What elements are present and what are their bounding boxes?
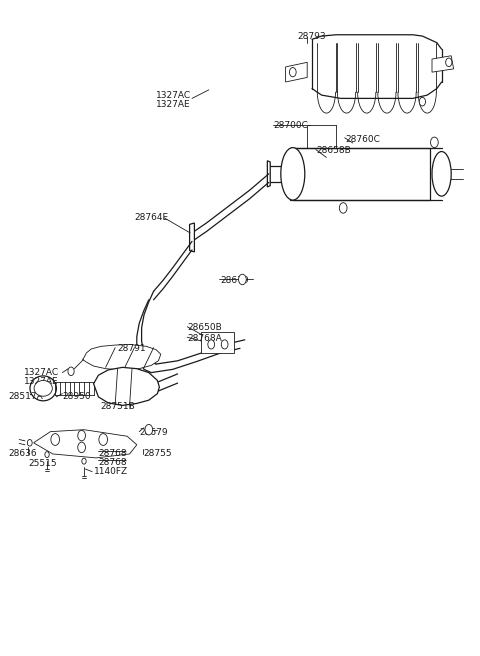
Polygon shape (432, 56, 454, 72)
Ellipse shape (221, 340, 228, 349)
Polygon shape (94, 367, 159, 405)
Text: 1327AE: 1327AE (156, 100, 191, 110)
Text: 25515: 25515 (29, 459, 58, 468)
Text: 28768: 28768 (98, 449, 127, 459)
Text: 28793: 28793 (298, 31, 326, 41)
Polygon shape (286, 62, 307, 82)
Ellipse shape (145, 424, 153, 435)
Text: 28679: 28679 (139, 428, 168, 438)
Text: 28679: 28679 (221, 276, 250, 285)
Text: 1327AE: 1327AE (24, 377, 59, 386)
Text: 28650B: 28650B (187, 323, 222, 333)
Ellipse shape (432, 152, 451, 196)
Ellipse shape (82, 458, 86, 464)
Text: 28768: 28768 (98, 458, 127, 467)
Ellipse shape (45, 451, 49, 458)
Ellipse shape (78, 430, 85, 441)
Polygon shape (267, 161, 270, 187)
Bar (290, 148, 430, 200)
Ellipse shape (68, 367, 74, 375)
Text: 1327AC: 1327AC (156, 91, 191, 100)
Ellipse shape (281, 148, 305, 200)
Ellipse shape (99, 434, 108, 445)
Ellipse shape (34, 380, 52, 396)
Text: 28700C: 28700C (274, 121, 309, 131)
Text: 28768A: 28768A (187, 334, 222, 343)
Polygon shape (190, 223, 194, 252)
Text: 28636: 28636 (9, 449, 37, 459)
Ellipse shape (27, 440, 32, 446)
Text: 28791: 28791 (118, 344, 146, 354)
Ellipse shape (339, 203, 347, 213)
Ellipse shape (208, 340, 215, 349)
Text: 28764E: 28764E (134, 213, 168, 222)
Bar (201, 332, 234, 353)
Text: 1140FZ: 1140FZ (94, 467, 128, 476)
Text: 1327AC: 1327AC (24, 368, 59, 377)
Polygon shape (34, 430, 137, 458)
Ellipse shape (289, 68, 296, 77)
Ellipse shape (78, 442, 85, 453)
Ellipse shape (420, 98, 425, 106)
Ellipse shape (239, 274, 246, 285)
Text: 28950: 28950 (62, 392, 91, 401)
Ellipse shape (30, 376, 56, 401)
Polygon shape (83, 344, 161, 370)
Ellipse shape (431, 137, 438, 148)
Text: 28658B: 28658B (317, 146, 351, 155)
Ellipse shape (445, 58, 452, 67)
Ellipse shape (51, 434, 60, 445)
Text: 28755: 28755 (143, 449, 172, 459)
Text: 28760C: 28760C (346, 134, 381, 144)
Text: 28517A: 28517A (9, 392, 43, 401)
Text: 28751B: 28751B (101, 402, 135, 411)
